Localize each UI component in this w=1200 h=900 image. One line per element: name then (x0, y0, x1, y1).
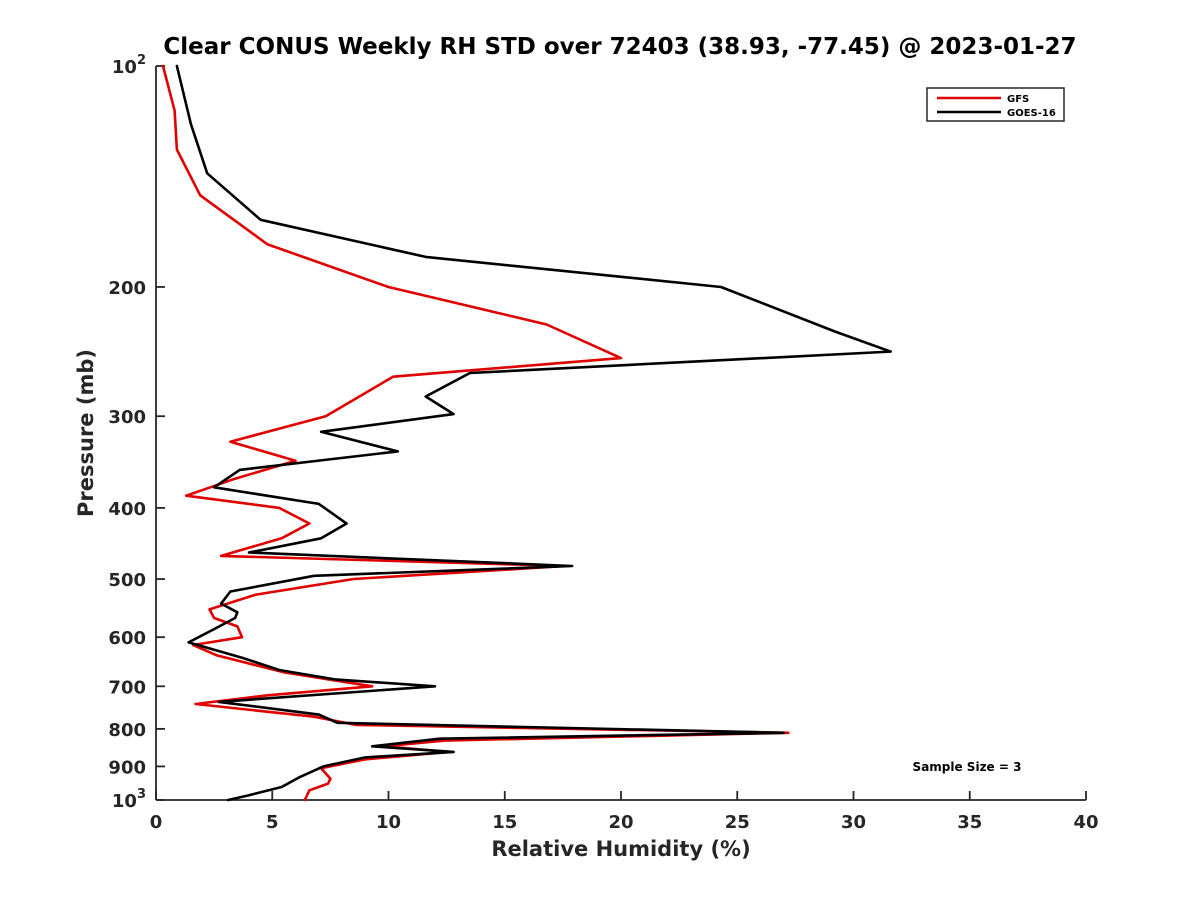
x-tick-label: 35 (957, 812, 982, 833)
x-tick-label: 20 (608, 812, 633, 833)
x-tick-label: 5 (266, 812, 279, 833)
x-tick-label: 0 (150, 812, 163, 833)
x-tick-label: 30 (841, 812, 866, 833)
legend-box (926, 87, 1065, 122)
axes (155, 66, 1086, 801)
y-tick-label: 900 (108, 757, 146, 778)
x-axis-label: Relative Humidity (%) (491, 837, 750, 861)
y-axis-label: Pressure (mb) (74, 349, 98, 517)
y-tick-label: 700 (108, 677, 146, 698)
x-tick-label: 10 (376, 812, 401, 833)
y-ticks: 102 200 300 400 500 600 700 800 900 103 (108, 53, 165, 812)
y-tick-label: 300 (108, 407, 146, 428)
y-tick-label: 400 (108, 499, 146, 520)
x-ticks: 0 5 10 15 20 25 30 35 40 (150, 791, 1099, 833)
y-tick-label: 600 (108, 628, 146, 649)
y-tick-label: 800 (108, 720, 146, 741)
x-tick-label: 40 (1073, 812, 1098, 833)
series-line-goes-16 (175, 64, 893, 802)
x-tick-label: 15 (492, 812, 517, 833)
legend-label: GFS (1007, 94, 1029, 105)
series-lines (161, 64, 893, 802)
legend-label: GOES-16 (1007, 108, 1056, 119)
sample-size-annotation: Sample Size = 3 (913, 760, 1022, 774)
y-tick-label: 500 (108, 570, 146, 591)
x-tick-label: 25 (725, 812, 750, 833)
chart-title: Clear CONUS Weekly RH STD over 72403 (38… (163, 34, 1076, 60)
y-tick-label: 200 (108, 278, 146, 299)
y-tick-label: 102 (112, 53, 146, 78)
legend: GFS GOES-16 (926, 87, 1065, 122)
series-line-gfs (161, 64, 790, 802)
y-tick-label: 103 (112, 787, 146, 812)
